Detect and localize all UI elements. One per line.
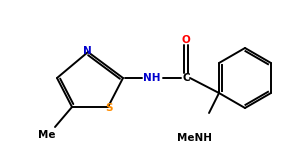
Text: C: C [182,73,190,83]
Text: Me: Me [38,130,56,140]
Text: MeNH: MeNH [178,133,213,143]
Text: NH: NH [143,73,161,83]
Text: S: S [105,103,113,113]
Text: N: N [83,46,92,56]
Text: O: O [182,35,190,45]
